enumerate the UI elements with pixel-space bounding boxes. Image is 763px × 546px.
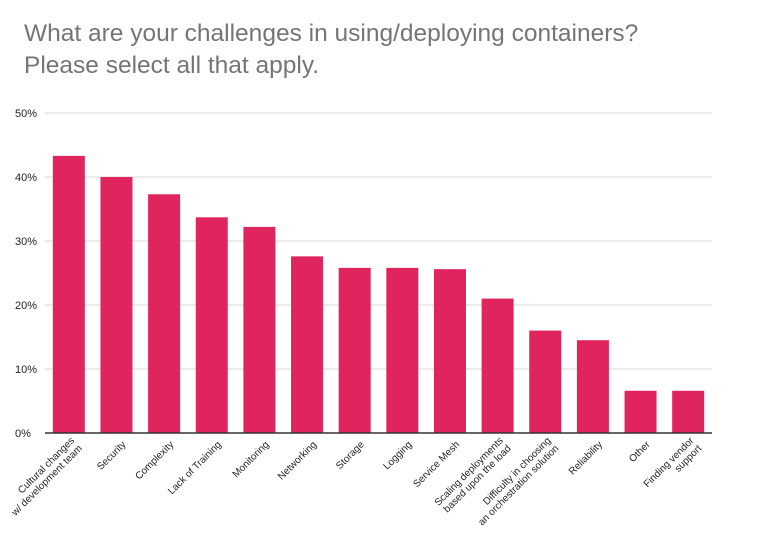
bar	[243, 226, 276, 433]
y-tick-label: 50%	[15, 108, 37, 120]
y-tick-label: 30%	[15, 236, 37, 248]
x-tick-line: Complexity	[133, 439, 176, 482]
x-tick-text: Storage	[334, 439, 367, 472]
x-axis-labels: Cultural changesw/ development team Secur…	[1, 435, 705, 528]
x-tick-text: Networking	[276, 439, 319, 482]
x-tick-line: Monitoring	[231, 439, 272, 480]
bar	[338, 267, 371, 433]
x-tick-text: Cultural changesw/ development team	[1, 435, 84, 518]
x-tick-text: Security	[95, 439, 128, 472]
bar	[433, 269, 466, 433]
x-tick-line: w/ development team	[9, 443, 85, 519]
x-tick-line: Networking	[276, 439, 319, 482]
chart-title-line-2: Please select all that apply.	[24, 52, 320, 79]
bar	[576, 340, 609, 433]
x-tick-line: Other	[627, 439, 653, 465]
x-tick-text: Reliability	[567, 439, 605, 477]
x-tick-text: Finding vendorsupport	[642, 435, 705, 498]
bar	[291, 256, 324, 433]
x-tick-label: Networking	[276, 439, 319, 482]
x-tick-label: Complexity	[133, 439, 176, 482]
bar	[386, 267, 419, 433]
gridlines	[45, 112, 712, 370]
bar	[148, 194, 181, 433]
bar	[624, 390, 657, 433]
x-tick-text: Logging	[381, 439, 414, 472]
x-tick-line: Security	[95, 439, 128, 472]
bar	[195, 217, 228, 433]
x-tick-text: Other	[627, 439, 653, 465]
chart-title: What are your challenges in using/deploy…	[24, 18, 744, 82]
x-tick-line: Storage	[334, 439, 367, 472]
y-tick-label: 20%	[15, 300, 37, 312]
y-axis-ticks: 0% 10% 20% 30% 40% 50%	[15, 108, 37, 440]
x-tick-text: Monitoring	[231, 439, 272, 480]
x-tick-label: Security	[95, 439, 128, 472]
x-tick-label: Finding vendorsupport	[642, 435, 705, 498]
bar	[529, 330, 562, 433]
x-tick-line: Logging	[381, 439, 414, 472]
bars	[52, 155, 705, 433]
bar	[52, 155, 85, 433]
x-tick-text: Complexity	[133, 439, 176, 482]
bar	[481, 298, 514, 433]
bar	[100, 177, 133, 433]
chart-title-line-1: What are your challenges in using/deploy…	[24, 20, 639, 47]
y-tick-label: 40%	[15, 172, 37, 184]
x-tick-label: Storage	[334, 439, 367, 472]
x-tick-label: Reliability	[567, 439, 605, 477]
x-tick-label: Other	[627, 439, 653, 465]
x-tick-label: Monitoring	[231, 439, 272, 480]
y-tick-label: 0%	[15, 428, 31, 440]
x-tick-label: Logging	[381, 439, 414, 472]
bar	[672, 390, 705, 433]
x-tick-line: Reliability	[567, 439, 605, 477]
x-tick-label: Cultural changesw/ development team	[1, 435, 85, 518]
y-tick-label: 10%	[15, 364, 37, 376]
